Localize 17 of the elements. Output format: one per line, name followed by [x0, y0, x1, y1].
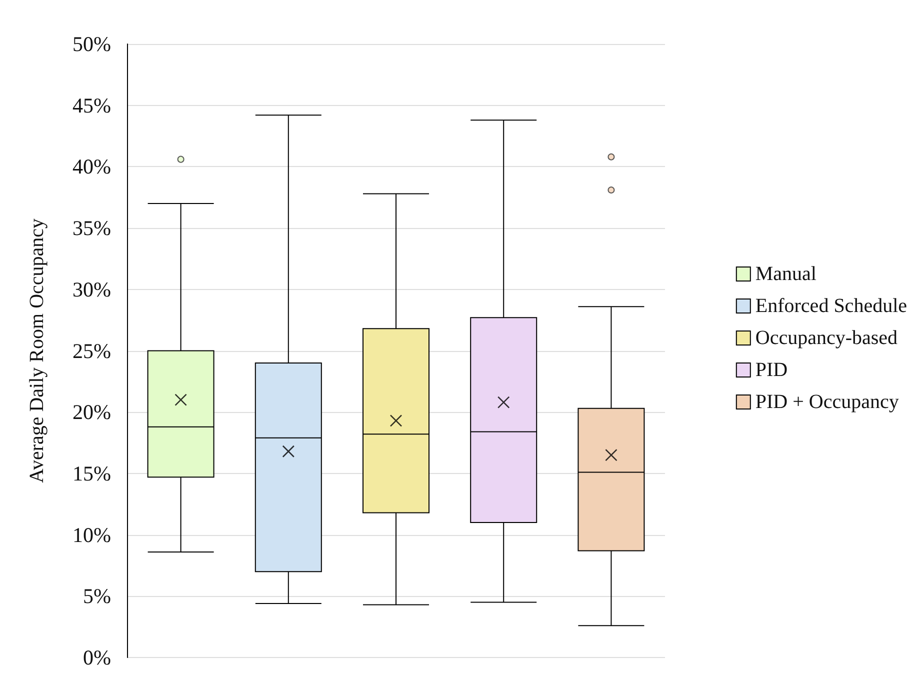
legend-label: Occupancy-based	[755, 327, 898, 349]
y-tick-label: 20%	[72, 400, 111, 424]
y-tick-label: 0%	[83, 646, 111, 670]
y-tick-label: 30%	[72, 277, 111, 302]
y-tick-label: 10%	[72, 522, 111, 547]
y-tick-label: 50%	[72, 32, 111, 56]
y-axis-title: Average Daily Room Occupancy	[26, 218, 48, 484]
y-tick-label: 15%	[72, 461, 111, 486]
legend-label: Enforced Schedule	[755, 295, 908, 317]
y-tick-label: 25%	[72, 338, 111, 363]
legend-label: Manual	[755, 263, 817, 285]
legend-label: PID + Occupancy	[755, 391, 899, 413]
y-tick-label: 45%	[72, 93, 111, 118]
y-tick-label: 35%	[72, 216, 111, 240]
y-tick-label: 5%	[83, 584, 111, 608]
y-tick-label: 40%	[72, 154, 111, 179]
legend-label: PID	[755, 359, 788, 381]
